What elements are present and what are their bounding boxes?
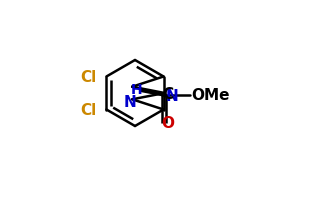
Text: Cl: Cl bbox=[80, 102, 96, 118]
Text: N: N bbox=[124, 94, 137, 109]
Text: Cl: Cl bbox=[80, 70, 96, 85]
Text: OMe: OMe bbox=[191, 88, 229, 103]
Text: N: N bbox=[165, 89, 178, 104]
Text: O: O bbox=[162, 116, 175, 131]
Text: H: H bbox=[130, 83, 142, 97]
Text: C: C bbox=[162, 87, 174, 102]
